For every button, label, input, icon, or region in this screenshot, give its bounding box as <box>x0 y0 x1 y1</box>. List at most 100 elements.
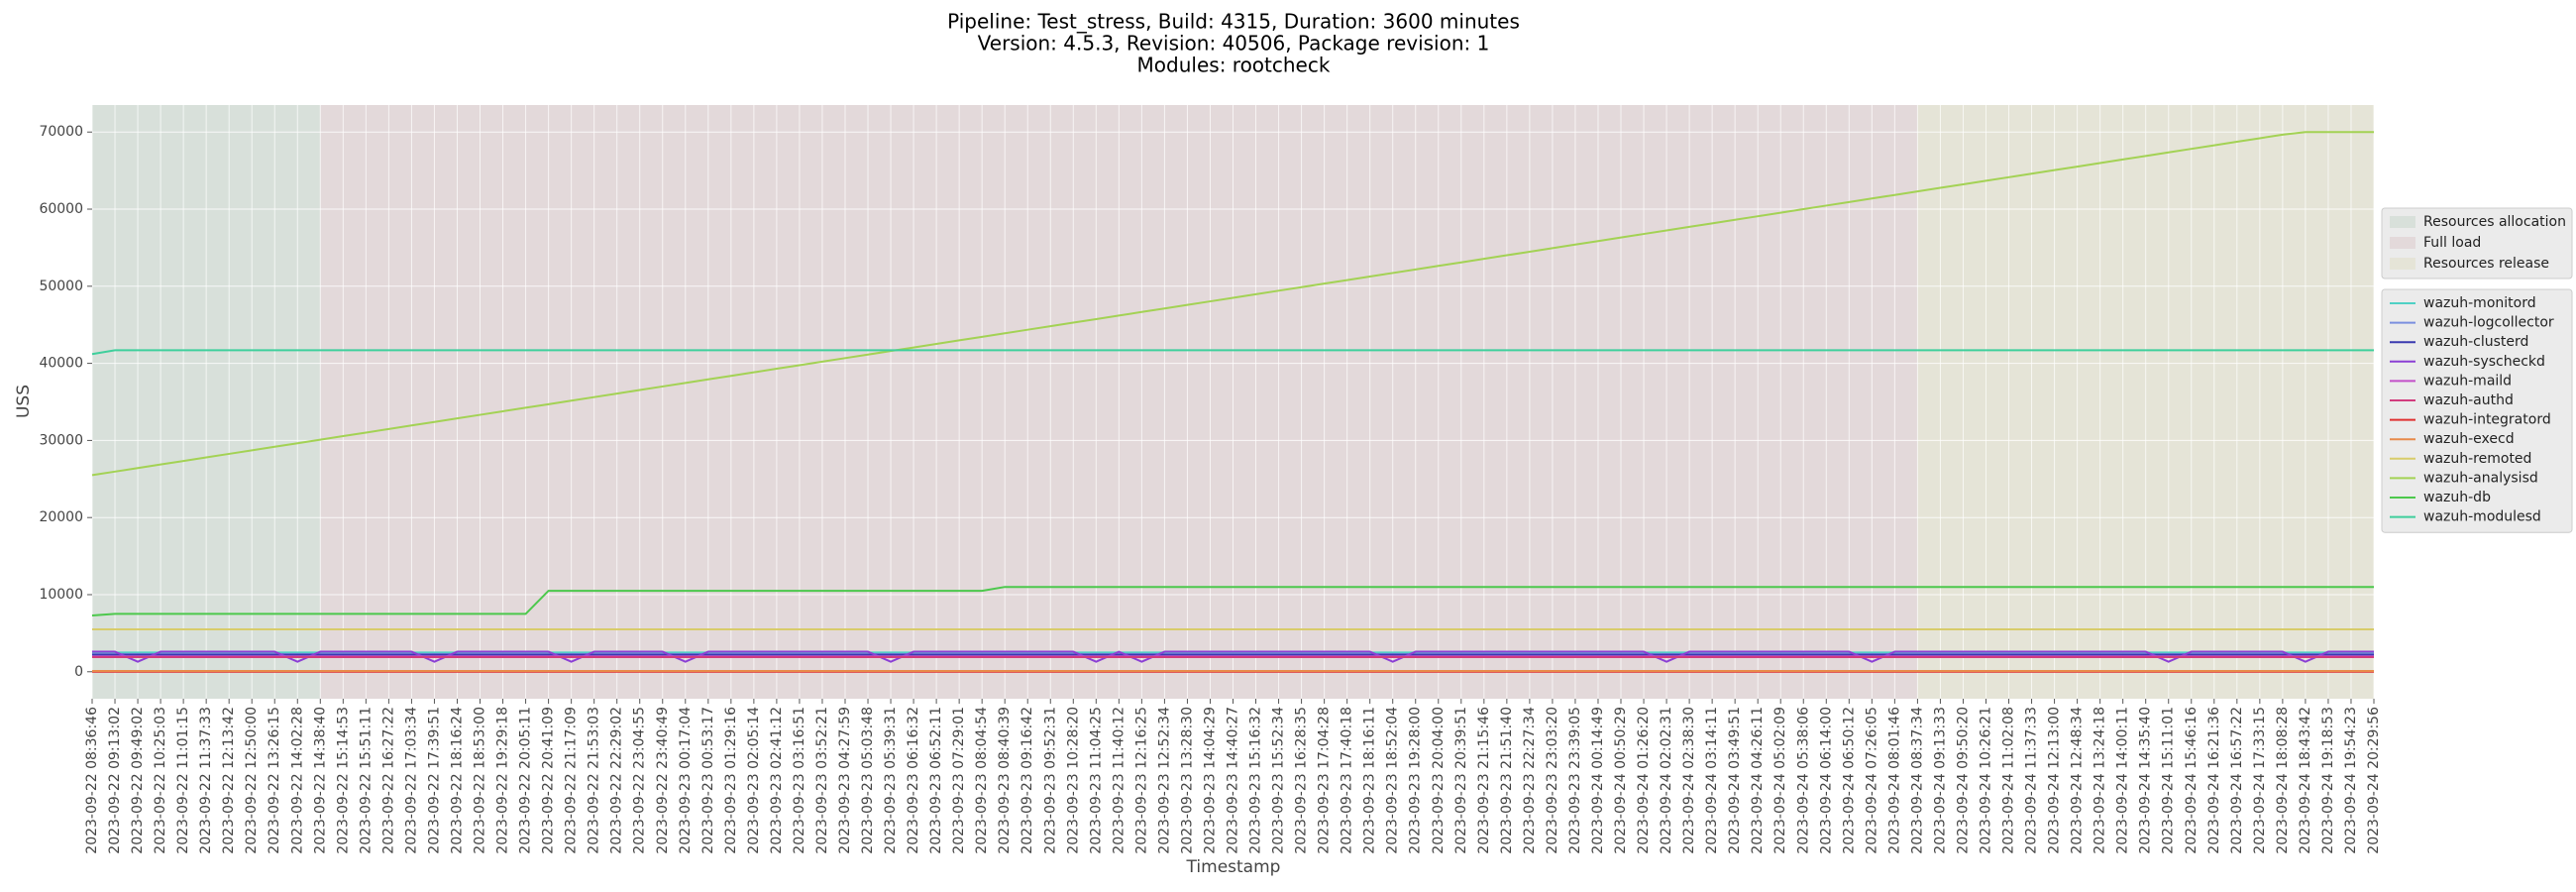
x-tick-label: 2023-09-24 01:26:20 <box>1636 707 1652 854</box>
x-tick-label: 2023-09-22 09:49:02 <box>130 707 146 854</box>
x-tick-label: 2023-09-24 07:26:05 <box>1864 707 1879 854</box>
x-tick-label: 2023-09-23 02:41:12 <box>769 707 785 854</box>
legend-label: wazuh-authd <box>2423 392 2514 408</box>
x-tick-label: 2023-09-23 15:16:32 <box>1248 707 1264 854</box>
x-tick-label: 2023-09-23 12:52:34 <box>1156 707 1172 854</box>
x-tick-label: 2023-09-24 16:57:22 <box>2229 707 2245 854</box>
x-tick-label: 2023-09-22 13:26:15 <box>267 707 282 854</box>
legend-label: wazuh-monitord <box>2423 295 2536 311</box>
x-tick-label: 2023-09-23 21:15:46 <box>1476 707 1492 854</box>
x-tick-label: 2023-09-22 14:02:28 <box>289 707 305 854</box>
x-tick-label: 2023-09-23 18:16:11 <box>1362 707 1378 854</box>
legend-swatch <box>2390 258 2415 270</box>
x-tick-label: 2023-09-24 15:11:01 <box>2161 707 2177 854</box>
x-tick-label: 2023-09-22 10:25:03 <box>153 707 168 854</box>
x-tick-label: 2023-09-24 12:13:00 <box>2047 707 2063 854</box>
x-tick-label: 2023-09-23 19:28:00 <box>1408 707 1424 854</box>
x-tick-label: 2023-09-24 15:46:16 <box>2184 707 2200 854</box>
x-tick-label: 2023-09-24 09:50:20 <box>1955 707 1971 854</box>
x-tick-label: 2023-09-22 17:03:34 <box>403 707 419 854</box>
x-tick-label: 2023-09-23 10:28:20 <box>1065 707 1081 854</box>
x-tick-label: 2023-09-23 14:04:29 <box>1202 707 1218 854</box>
x-tick-label: 2023-09-24 19:54:23 <box>2343 707 2359 854</box>
x-tick-label: 2023-09-23 11:40:12 <box>1111 707 1127 854</box>
x-tick-label: 2023-09-23 02:05:14 <box>746 707 762 854</box>
x-tick-label: 2023-09-22 17:39:51 <box>426 707 442 854</box>
x-tick-label: 2023-09-23 00:17:04 <box>678 707 694 854</box>
x-tick-label: 2023-09-24 19:18:53 <box>2320 707 2336 854</box>
y-tick-label: 40000 <box>39 356 83 372</box>
x-tick-label: 2023-09-22 20:41:09 <box>541 707 557 854</box>
series-line <box>91 131 2374 477</box>
legend-swatch <box>2390 216 2415 228</box>
x-tick-label: 2023-09-23 03:16:51 <box>792 707 807 854</box>
legend-swatch <box>2390 237 2415 249</box>
y-tick-label: 20000 <box>39 509 83 525</box>
x-tick-label: 2023-09-23 00:53:17 <box>700 707 716 854</box>
x-tick-label: 2023-09-24 10:26:21 <box>1978 707 1993 854</box>
x-tick-label: 2023-09-24 20:29:56 <box>2366 707 2382 854</box>
x-tick-label: 2023-09-23 03:52:21 <box>814 707 830 854</box>
y-tick-label: 30000 <box>39 432 83 448</box>
x-tick-label: 2023-09-22 11:37:33 <box>198 707 214 854</box>
legend-label: wazuh-syscheckd <box>2423 354 2545 370</box>
x-tick-label: 2023-09-22 18:53:00 <box>473 707 488 854</box>
x-tick-label: 2023-09-23 23:39:05 <box>1567 707 1583 854</box>
legend-label: wazuh-maild <box>2423 373 2512 389</box>
x-tick-label: 2023-09-23 20:39:51 <box>1453 707 1469 854</box>
x-tick-label: 2023-09-22 18:16:24 <box>449 707 465 854</box>
x-tick-label: 2023-09-22 14:38:40 <box>312 707 328 854</box>
legend-box <box>2381 288 2573 533</box>
x-tick-label: 2023-09-24 02:02:31 <box>1659 707 1674 854</box>
x-tick-label: 2023-09-22 15:14:53 <box>335 707 351 854</box>
x-tick-label: 2023-09-24 06:50:12 <box>1841 707 1857 854</box>
chart-title: Version: 4.5.3, Revision: 40506, Package… <box>978 32 1490 56</box>
legend-label: wazuh-remoted <box>2423 451 2531 467</box>
y-tick-label: 60000 <box>39 201 83 217</box>
x-tick-label: 2023-09-22 21:17:09 <box>564 707 580 854</box>
series-line <box>91 349 2374 356</box>
series-line <box>92 650 2374 663</box>
x-tick-label: 2023-09-24 00:50:29 <box>1613 707 1629 854</box>
legend-label: Resources allocation <box>2423 214 2566 230</box>
x-tick-label: 2023-09-23 13:28:30 <box>1179 707 1195 854</box>
x-tick-label: 2023-09-22 22:29:02 <box>609 707 625 854</box>
x-tick-label: 2023-09-23 06:16:32 <box>906 707 921 854</box>
x-tick-label: 2023-09-24 04:26:11 <box>1750 707 1766 854</box>
x-tick-label: 2023-09-23 17:40:18 <box>1340 707 1355 854</box>
x-tick-label: 2023-09-22 23:40:49 <box>655 707 671 854</box>
x-tick-label: 2023-09-23 22:27:34 <box>1522 707 1538 854</box>
x-tick-label: 2023-09-24 00:14:49 <box>1590 707 1606 854</box>
y-tick-label: 0 <box>74 664 83 680</box>
x-tick-label: 2023-09-23 20:04:00 <box>1431 707 1447 854</box>
x-tick-label: 2023-09-23 16:28:35 <box>1294 707 1310 854</box>
x-tick-label: 2023-09-22 11:01:15 <box>175 707 191 854</box>
y-tick-label: 50000 <box>39 279 83 294</box>
x-tick-label: 2023-09-24 06:14:00 <box>1818 707 1834 854</box>
x-tick-label: 2023-09-23 17:04:28 <box>1317 707 1333 854</box>
x-tick-label: 2023-09-24 09:13:33 <box>1932 707 1948 854</box>
x-tick-label: 2023-09-23 09:16:42 <box>1020 707 1035 854</box>
x-tick-label: 2023-09-22 15:51:11 <box>358 707 374 854</box>
x-tick-label: 2023-09-24 18:08:28 <box>2275 707 2291 854</box>
x-tick-label: 2023-09-23 07:29:01 <box>951 707 967 854</box>
x-tick-label: 2023-09-22 12:50:00 <box>244 707 260 854</box>
x-tick-label: 2023-09-24 02:38:30 <box>1681 707 1697 854</box>
x-tick-label: 2023-09-24 05:38:06 <box>1795 707 1811 854</box>
x-tick-label: 2023-09-22 21:53:03 <box>587 707 602 854</box>
x-tick-label: 2023-09-24 12:48:34 <box>2070 707 2086 854</box>
x-tick-label: 2023-09-23 08:04:54 <box>974 707 990 854</box>
legend-label: wazuh-execd <box>2423 431 2515 447</box>
legend-label: wazuh-analysisd <box>2423 470 2538 486</box>
x-tick-label: 2023-09-23 21:51:40 <box>1499 707 1515 854</box>
x-tick-label: 2023-09-24 08:37:34 <box>1909 707 1925 854</box>
x-tick-label: 2023-09-23 06:52:11 <box>928 707 944 854</box>
x-tick-label: 2023-09-22 20:05:11 <box>518 707 534 854</box>
x-tick-label: 2023-09-23 23:03:20 <box>1545 707 1560 854</box>
x-tick-label: 2023-09-24 14:00:11 <box>2115 707 2131 854</box>
x-tick-label: 2023-09-22 16:27:22 <box>380 707 396 854</box>
x-tick-label: 2023-09-24 08:01:46 <box>1886 707 1902 854</box>
x-axis-label: Timestamp <box>1186 857 1281 877</box>
x-tick-label: 2023-09-23 05:03:48 <box>860 707 876 854</box>
